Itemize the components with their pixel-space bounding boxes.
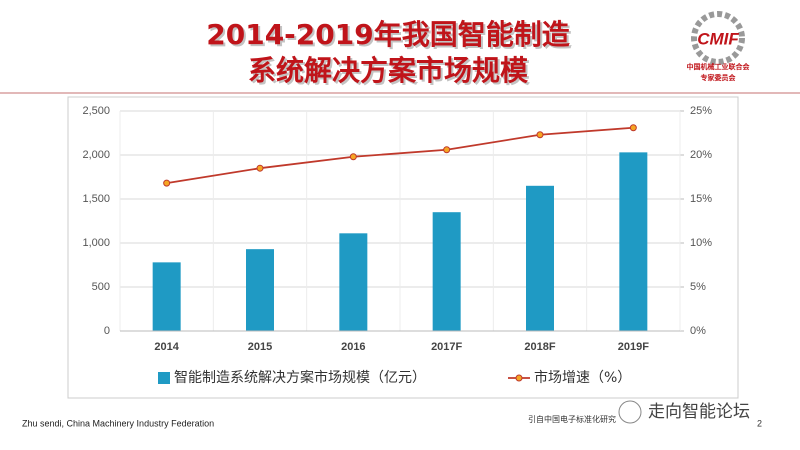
y2-tick-label: 5% <box>690 281 706 293</box>
x-tick-label: 2015 <box>248 341 272 353</box>
y-tick-label: 500 <box>92 281 110 293</box>
y2-tick-label: 25% <box>690 105 712 117</box>
y-tick-label: 2,500 <box>82 105 110 117</box>
line-marker <box>629 124 637 132</box>
legend-label: 市场增速（%） <box>534 369 631 386</box>
x-tick-label: 2018F <box>524 341 555 353</box>
logo-mark: CMIF <box>697 29 739 48</box>
legend-label: 智能制造系统解决方案市场规模（亿元） <box>174 369 426 386</box>
bar <box>339 233 368 331</box>
line <box>166 126 634 185</box>
y2-tick-label: 15% <box>690 193 712 205</box>
x-tick-label: 2019F <box>618 341 649 353</box>
logo-text: 专家委员会 <box>701 73 737 82</box>
line-marker <box>163 179 171 187</box>
logo: CMIF 中国机械工业联合会 专家委员会 <box>687 11 751 82</box>
bar <box>526 185 554 331</box>
x-tick-label: 2017F <box>431 341 462 353</box>
footer: Zhu sendi, China Machinery Industry Fede… <box>22 418 214 428</box>
y2-tick-label: 0% <box>690 325 706 337</box>
bar <box>246 249 274 331</box>
legend-swatch <box>515 374 523 382</box>
y-tick-label: 1,000 <box>82 237 110 249</box>
logo-gear <box>691 11 745 65</box>
watermark-text: 走向智能论坛 <box>648 402 750 422</box>
line-marker <box>443 146 451 154</box>
watermark-icon <box>618 400 642 424</box>
title-shadow: 系统解决方案市场规模 <box>250 56 531 89</box>
y-tick-label: 1,500 <box>82 193 110 205</box>
x-tick-label: 2014 <box>154 341 179 353</box>
y-tick-label: 2,000 <box>82 149 110 161</box>
bar <box>432 212 461 331</box>
line-marker <box>256 164 264 172</box>
title-shadow: 2014-2019年我国智能制造 <box>208 20 571 53</box>
title-line: 2014-2019年我国智能制造 <box>206 18 569 51</box>
y-tick-label: 0 <box>104 325 110 337</box>
page-number: 2 <box>757 418 762 428</box>
x-tick-label: 2016 <box>341 341 365 353</box>
bar <box>619 152 648 331</box>
logo-text: 中国机械工业联合会 <box>687 62 751 71</box>
title-line: 系统解决方案市场规模 <box>248 54 529 87</box>
legend-swatch <box>158 372 170 384</box>
line-marker <box>349 153 357 161</box>
source: 引自中国电子标准化研究 <box>528 414 616 424</box>
y2-tick-label: 10% <box>690 237 712 249</box>
y2-tick-label: 20% <box>690 149 712 161</box>
watermark: 走向智能论坛 <box>618 400 750 424</box>
line-marker <box>536 131 544 139</box>
bar <box>152 262 181 331</box>
chart: 0 500 1,000 1,500 2,000 2,500 0% 5% 10% 15% 20% 25%… <box>82 105 712 386</box>
